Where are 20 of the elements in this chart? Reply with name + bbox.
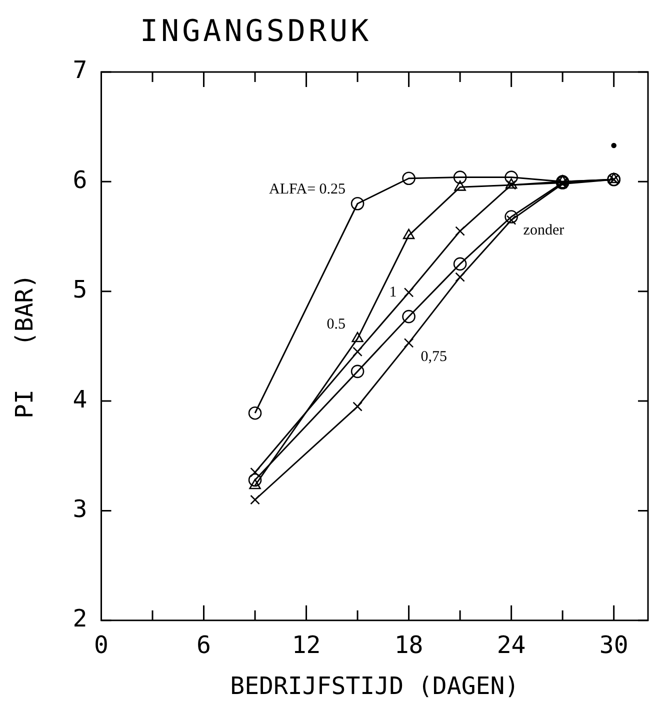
- y-tick-label: 4: [72, 385, 88, 414]
- y-tick-label: 6: [72, 166, 88, 194]
- x-tick-label: 18: [394, 631, 424, 660]
- y-tick-label: 2: [72, 604, 88, 633]
- x-tick-label: 30: [599, 631, 628, 660]
- annotation: 1: [389, 284, 397, 300]
- x-tick-label: 6: [196, 631, 211, 660]
- chart-title: INGANGSDRUK: [140, 14, 372, 49]
- y-tick-label: 5: [72, 276, 88, 304]
- annotation: 0.5: [326, 316, 346, 332]
- x-tick-label: 0: [94, 631, 108, 660]
- x-tick-label: 24: [496, 631, 526, 660]
- annotation: ALFA= 0.25: [269, 182, 346, 198]
- annotation: 0,75: [420, 348, 448, 365]
- x-axis-title: BEDRIJFSTIJD (DAGEN): [230, 672, 520, 700]
- y-tick-label: 7: [72, 56, 88, 84]
- y-axis-title: PI (BAR): [10, 274, 39, 418]
- x-tick-label: 12: [292, 631, 321, 660]
- annotation: zonder: [523, 222, 564, 239]
- y-tick-label: 3: [72, 494, 88, 523]
